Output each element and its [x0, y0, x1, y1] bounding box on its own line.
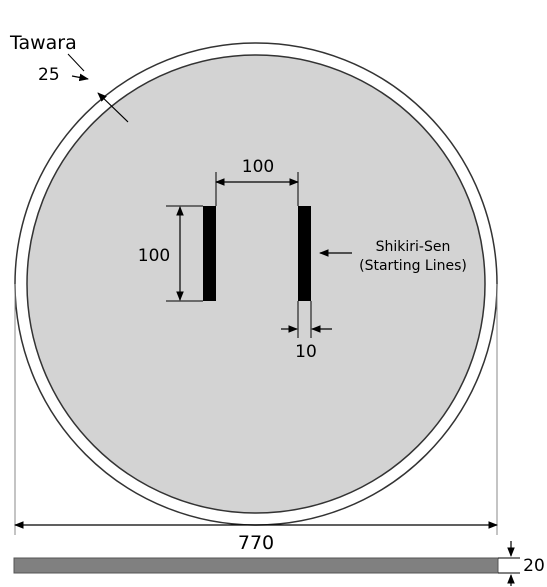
tawara-width-arrow-inner [97, 92, 129, 123]
label-line-width: 10 [295, 342, 317, 362]
tawara-leader-line [67, 53, 85, 72]
label-line-gap: 100 [242, 157, 274, 177]
ring-inner-circle [26, 54, 486, 514]
label-tawara: Tawara [9, 32, 77, 54]
tawara-width-arrow-outer [71, 73, 89, 82]
label-ring-diameter: 770 [238, 532, 274, 554]
starting-line-left [203, 206, 216, 301]
starting-line-right [298, 206, 311, 301]
label-line-length: 100 [138, 246, 170, 266]
label-starting-lines-desc: (Starting Lines) [359, 258, 467, 274]
label-ring-height: 20 [523, 556, 545, 576]
label-starting-lines-name: Shikiri-Sen [376, 239, 451, 255]
label-tawara-width: 25 [38, 65, 60, 85]
ring-base [13, 557, 499, 574]
